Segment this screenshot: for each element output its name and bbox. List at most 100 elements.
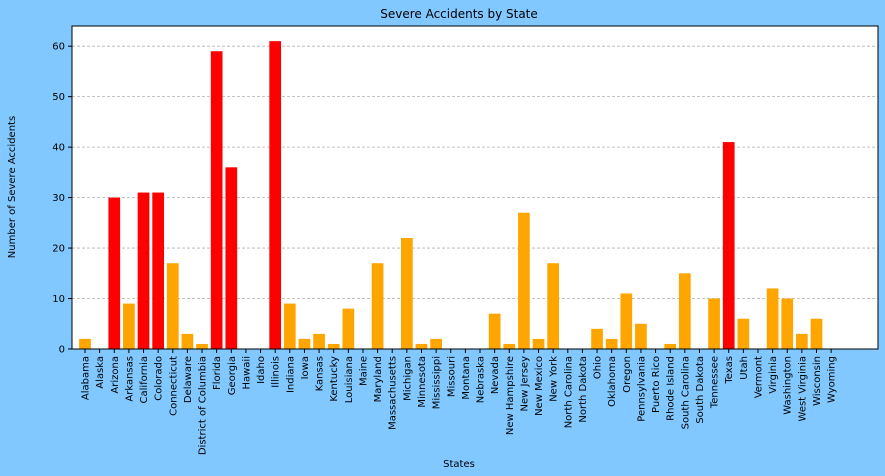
bar (605, 338, 618, 349)
bar (298, 338, 311, 349)
gridlines (72, 45, 878, 299)
bar (796, 333, 808, 349)
x-tick-label: New Hampshire (505, 356, 516, 435)
x-tick-label: Kentucky (329, 356, 340, 402)
x-tick-label: South Dakota (695, 356, 706, 424)
bar (781, 298, 794, 349)
bar (518, 212, 530, 349)
bar (313, 333, 325, 349)
x-tick-label: Alaska (95, 356, 106, 389)
bars (79, 41, 823, 349)
bar (401, 237, 413, 349)
plot-frame (71, 25, 879, 350)
bar (137, 192, 150, 349)
y-tick-label: 20 (52, 244, 65, 255)
bar (327, 343, 340, 349)
x-tick-label: Minnesota (417, 356, 428, 408)
x-tick-label: Wyoming (827, 356, 838, 403)
x-tick-label: Texas (724, 356, 735, 385)
y-tick-label: 30 (52, 193, 65, 204)
x-tick-label: Alabama (81, 356, 92, 400)
y-tick-label: 0 (59, 345, 65, 356)
bar (591, 328, 603, 349)
x-tick-label: Michigan (402, 356, 413, 401)
bar (532, 338, 545, 349)
bar (722, 142, 735, 349)
x-tick-label: Pennsylvania (636, 356, 647, 422)
bar (430, 338, 442, 349)
x-tick-label: Arizona (110, 356, 121, 394)
bar (196, 343, 208, 349)
x-tick-label: South Carolina (680, 356, 691, 429)
x-tick-label: Utah (739, 356, 750, 380)
x-axis-label: States (443, 459, 475, 470)
bar (181, 333, 194, 349)
bar (79, 338, 91, 349)
x-tick-label: Wisconsin (812, 356, 823, 406)
x-tick-label: Georgia (227, 356, 238, 395)
x-tick-label: Nebraska (476, 356, 487, 403)
x-tick-label: District of Columbia (198, 356, 209, 455)
bar (503, 343, 516, 349)
y-axis-label: Number of Severe Accidents (7, 116, 18, 258)
x-tick-label: Rhode Island (666, 356, 677, 421)
x-axis: Alabama Alaska Arizona Arkansas California Co… (81, 349, 838, 455)
bar (737, 318, 750, 349)
plot-area (72, 26, 878, 349)
x-tick-label: Kansas (315, 356, 326, 391)
bar (342, 308, 355, 349)
x-tick-label: West Virginia (797, 356, 808, 421)
y-tick-label: 40 (52, 143, 65, 154)
x-tick-label: Oklahoma (607, 356, 618, 407)
x-tick-label: Louisiana (344, 356, 355, 403)
x-tick-label: Maryland (373, 356, 384, 402)
x-tick-label: Washington (783, 356, 794, 415)
x-tick-label: Indiana (285, 356, 296, 393)
y-tick-label: 60 (52, 42, 65, 53)
x-tick-label: Missouri (446, 356, 457, 397)
x-tick-label: New York (549, 356, 560, 402)
x-tick-label: Connecticut (168, 356, 179, 416)
x-tick-label: Nevada (490, 356, 501, 394)
x-tick-label: North Dakota (578, 356, 589, 423)
x-tick-label: Arkansas (124, 356, 135, 402)
x-tick-label: Idaho (256, 356, 267, 384)
chart-title: Severe Accidents by State (380, 7, 538, 21)
x-tick-label: Iowa (300, 356, 311, 379)
x-tick-label: California (139, 356, 150, 404)
y-tick-label: 10 (52, 294, 65, 305)
bar (766, 288, 779, 349)
bar (225, 167, 238, 349)
x-tick-label: Oregon (622, 356, 633, 393)
y-tick-label: 50 (52, 92, 65, 103)
y-axis: 0 10 20 30 40 50 60 (52, 42, 72, 356)
x-tick-label: Puerto Rico (651, 356, 662, 413)
x-tick-label: Delaware (183, 356, 194, 403)
bar (283, 303, 296, 349)
x-tick-label: Hawaii (241, 356, 252, 390)
x-tick-label: Vermont (753, 356, 764, 398)
x-tick-label: Ohio (593, 356, 604, 379)
bar (152, 192, 165, 349)
bar (269, 41, 282, 349)
x-tick-label: Illinois (271, 356, 282, 388)
x-tick-label: North Carolina (563, 356, 574, 428)
bar (371, 263, 384, 349)
bar (488, 313, 501, 349)
x-tick-label: Massachusetts (388, 356, 399, 430)
x-tick-label: Mississippi (432, 356, 443, 409)
bar (166, 263, 179, 349)
bar (810, 318, 823, 349)
x-tick-label: New Mexico (534, 356, 545, 416)
bar (123, 303, 135, 349)
x-tick-label: New Jersey (519, 356, 530, 412)
bar (664, 343, 677, 349)
bar (708, 298, 720, 349)
x-tick-label: Florida (212, 356, 223, 390)
x-tick-label: Virginia (768, 356, 779, 394)
x-tick-label: Maine (358, 356, 369, 386)
bar (635, 323, 647, 349)
bar (678, 273, 691, 349)
bar (547, 263, 560, 349)
